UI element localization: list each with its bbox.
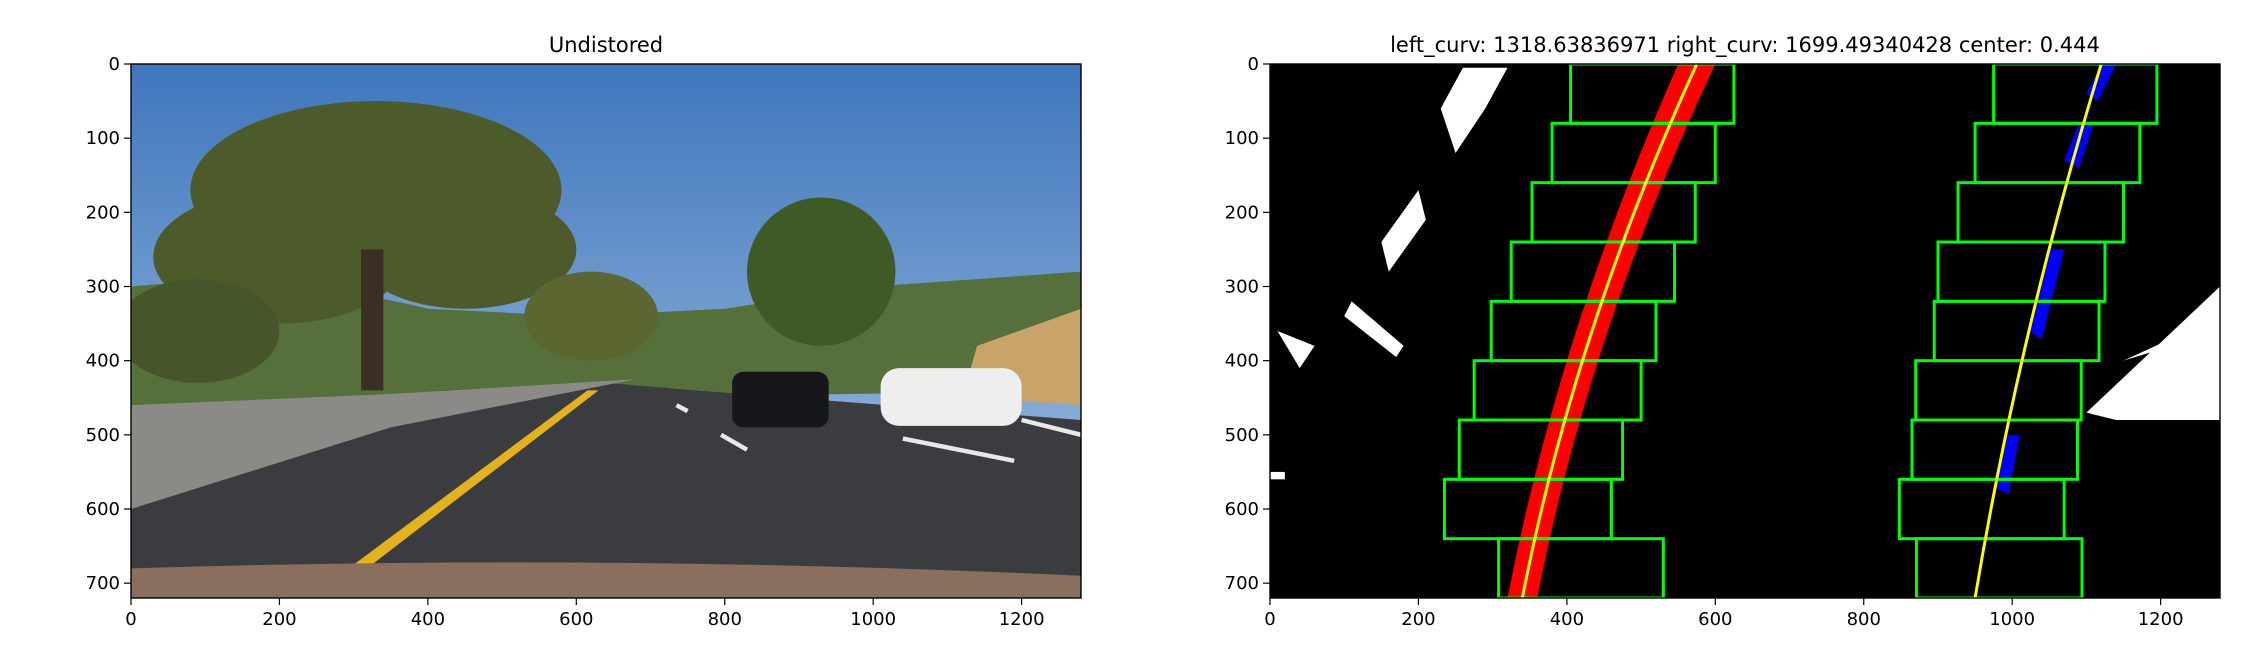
y-tick-label: 0 [1248, 54, 1259, 75]
x-tick-label: 800 [708, 609, 742, 630]
x-tick-label: 1200 [999, 609, 1045, 630]
x-tick-label: 1000 [850, 609, 896, 630]
chart-title: Undistored [549, 33, 663, 57]
barrier [131, 379, 636, 509]
y-tick-label: 600 [1225, 499, 1259, 520]
y-tick-label: 300 [1225, 277, 1259, 298]
tree [131, 101, 896, 391]
y-tick-label: 500 [1225, 425, 1259, 446]
background [1270, 64, 2220, 598]
chart-title: left_curv: 1318.63836971 right_curv: 169… [1390, 33, 2100, 58]
y-tick-label: 500 [86, 425, 120, 446]
x-tick-label: 1000 [1989, 609, 2035, 630]
x-tick-label: 600 [559, 609, 593, 630]
y-tick-label: 100 [86, 128, 120, 149]
y-tick-label: 300 [86, 277, 120, 298]
x-tick-label: 0 [125, 609, 136, 630]
y-tick-label: 100 [1225, 128, 1259, 149]
y-tick-label: 700 [86, 573, 120, 594]
hood [131, 562, 1081, 598]
car [880, 368, 1022, 426]
axes-frame [130, 63, 1082, 599]
windows [1442, 64, 2159, 598]
lane-dashes [675, 403, 1081, 463]
y-tick-label: 700 [1225, 573, 1259, 594]
x-tick-label: 200 [1401, 609, 1435, 630]
road [131, 382, 1081, 598]
photo [131, 64, 1081, 598]
x-tick-label: 400 [411, 609, 445, 630]
x-tick-label: 200 [262, 609, 296, 630]
x-tick-label: 600 [1698, 609, 1732, 630]
y-tick-label: 200 [1225, 202, 1259, 223]
car [732, 371, 829, 428]
y-tick-label: 600 [86, 499, 120, 520]
y-tick-label: 0 [109, 54, 120, 75]
fit-lines [1520, 64, 2103, 598]
x-tick-label: 800 [1847, 609, 1881, 630]
axes-frame [1269, 63, 2221, 599]
x-tick-label: 1200 [2138, 609, 2184, 630]
y-tick-label: 200 [86, 202, 120, 223]
lane-line [338, 390, 599, 576]
y-tick-label: 400 [1225, 351, 1259, 372]
y-tick-label: 400 [86, 351, 120, 372]
lane-image [1270, 64, 2220, 598]
noise [1270, 67, 2220, 480]
x-tick-label: 0 [1264, 609, 1275, 630]
left-pixels [1507, 64, 1716, 598]
x-tick-label: 400 [1550, 609, 1584, 630]
